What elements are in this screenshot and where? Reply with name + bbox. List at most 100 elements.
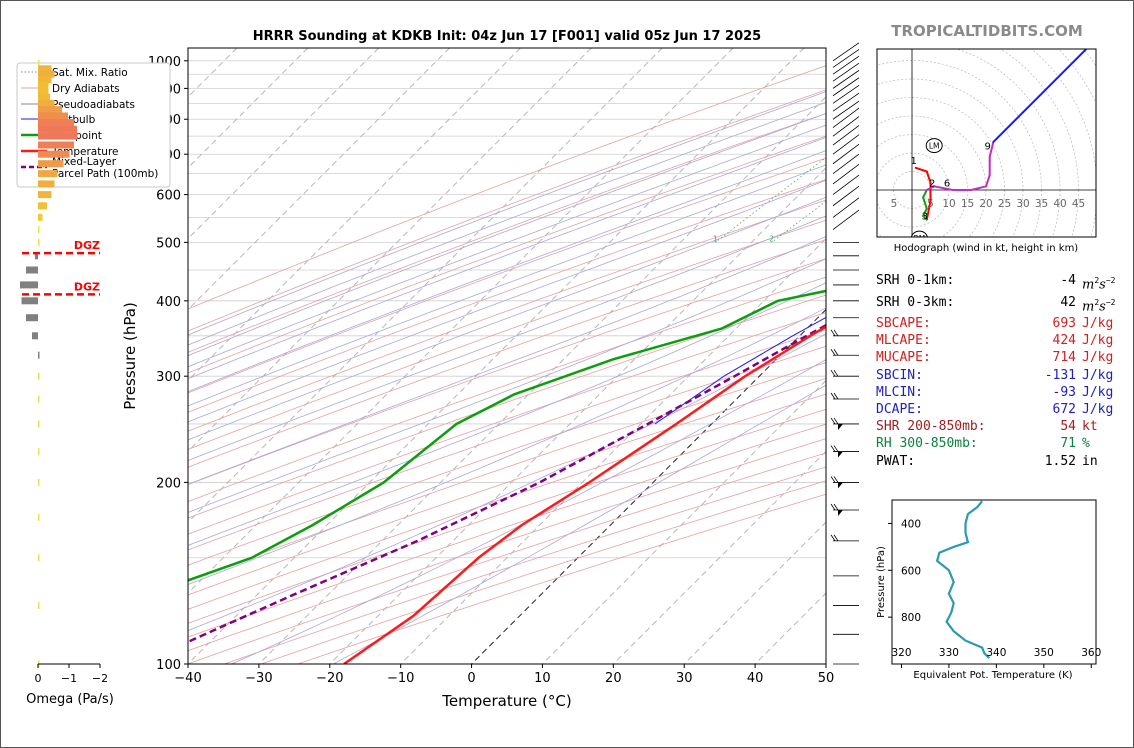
isotherm <box>188 48 805 664</box>
dry-adiabat <box>188 239 826 468</box>
x-tick-label: 20 <box>605 671 622 686</box>
parameter-row: MUCAPE: 714 J/kg <box>876 349 1126 366</box>
hodograph-segment <box>914 166 928 173</box>
watermark: TROPICALTIDBITS.COM <box>891 22 1083 40</box>
skew-t-axes: −40 −30 −20 −10 0 10 20 30 40 50 100 200 300 400 500 60… <box>148 55 834 686</box>
omega-bar <box>38 112 68 120</box>
wind-barb <box>832 70 860 89</box>
wind-barbs <box>830 42 860 665</box>
omega-bar <box>38 106 62 114</box>
wind-barb-flag <box>830 329 836 337</box>
temperature-line <box>343 325 826 664</box>
sounding-parameters: SRH 0-1km: -4 m2s−2 SRH 0-3km: 42 m2s−2 SBCAPE… <box>876 272 1126 470</box>
omega-bar <box>20 281 38 289</box>
dry-adiabat <box>188 312 826 535</box>
parameter-unit: % <box>1082 436 1090 452</box>
wind-barb <box>832 143 860 165</box>
hodograph-label: Hodograph (wind in kt, height in km) <box>894 243 1079 254</box>
wind-barb <box>832 85 860 104</box>
wind-barb-staff <box>832 62 860 82</box>
parameter-unit: m2s−2 <box>1082 297 1116 314</box>
wind-barb <box>830 445 859 458</box>
isotherm <box>542 379 826 664</box>
wind-barb <box>832 62 860 82</box>
y-tick-label: 200 <box>156 476 181 491</box>
wind-barb-staff <box>832 77 860 97</box>
isotherm <box>258 96 826 664</box>
parameter-value: 424 <box>1052 333 1076 349</box>
parameter-value: 672 <box>1052 402 1076 418</box>
wind-barb <box>830 417 859 430</box>
parameter-unit: J/kg <box>1082 367 1114 383</box>
parameter-unit: J/kg <box>1082 384 1114 400</box>
pseudoadiabat <box>188 124 826 368</box>
parameter-value: -131 <box>1044 367 1076 383</box>
omega-panel: 0 −1 −2 Omega (Pa/s) DGZ DGZ <box>20 59 114 707</box>
wind-barb-flag <box>833 445 839 452</box>
pseudoadiabat <box>188 113 826 357</box>
dry-adiabat <box>188 199 826 432</box>
parameter-value: 693 <box>1052 316 1076 332</box>
isotherm <box>188 48 734 594</box>
dry-adiabat <box>188 157 826 394</box>
omega-tick-label: −1 <box>61 672 77 685</box>
wind-barb-staff <box>832 42 860 62</box>
dgz-label: DGZ <box>74 239 100 252</box>
parameter-value: 71 <box>1060 436 1076 452</box>
wind-barb-staff <box>832 49 860 68</box>
wind-barb <box>830 329 859 337</box>
chart-title: HRRR Sounding at KDKB Init: 04z Jun 17 [… <box>253 29 761 44</box>
parameter-row: SHR 200-850mb: 54 kt <box>876 418 1126 435</box>
wind-barb-pennant <box>838 423 843 430</box>
wind-barb <box>832 49 860 68</box>
hodograph-segment <box>1059 49 1087 77</box>
wind-barb-staff <box>832 85 860 104</box>
y-tick-label: 500 <box>156 236 181 251</box>
wind-barb <box>832 185 860 207</box>
parameter-row: MLCAPE: 424 J/kg <box>876 332 1126 349</box>
wind-barb-pennant <box>838 482 843 489</box>
omega-bar <box>38 132 77 140</box>
mixing-ratio-line <box>869 48 1134 242</box>
parameter-label: MLCIN: <box>876 384 923 400</box>
wind-barb-flag <box>833 417 839 425</box>
mixing-ratio-line <box>990 48 1134 242</box>
wind-barb <box>832 100 860 120</box>
skew-t-profiles: 6772F <box>188 289 826 664</box>
mixing-ratio-line <box>966 48 1134 242</box>
parameter-unit: J/kg <box>1082 333 1114 349</box>
y-tick-label: 100 <box>156 658 181 673</box>
parameter-unit: in <box>1082 453 1098 469</box>
theta-e-xlabel: Equivalent Pot. Temperature (K) <box>913 670 1072 681</box>
wind-barb <box>832 107 860 128</box>
wind-barb-flag <box>833 329 839 337</box>
hodograph-height-label: 3 <box>922 212 928 223</box>
wind-barb-staff <box>832 153 860 174</box>
wind-barb <box>832 134 860 155</box>
wind-barb-pennant <box>838 510 843 517</box>
omega-tick-label: −2 <box>92 672 108 685</box>
dry-adiabat <box>188 113 826 353</box>
hodograph-ring-label: 15 <box>961 198 974 210</box>
hodograph-ring-label: 25 <box>998 198 1011 210</box>
mixing-ratio-label: 1 <box>713 234 718 243</box>
dry-adiabat <box>188 294 826 519</box>
theta-e-x-tick-label: 360 <box>1081 647 1101 659</box>
wind-barb-staff <box>832 92 860 112</box>
parameter-unit: J/kg <box>1082 402 1114 418</box>
parameter-label: SRH 0-1km: <box>876 273 955 288</box>
dry-adiabat <box>188 179 826 413</box>
wind-barb-flag <box>830 534 836 542</box>
omega-bar <box>38 372 40 380</box>
wind-barb <box>830 349 859 356</box>
wind-barb <box>832 153 860 174</box>
hodograph-ring-label: 5 <box>891 198 898 210</box>
hodograph-segment <box>988 140 995 158</box>
wind-barb <box>832 197 860 218</box>
wind-barb-flag <box>833 476 839 483</box>
omega-bar <box>38 420 40 428</box>
pseudoadiabat <box>188 91 826 336</box>
wind-barb-flag <box>833 503 839 511</box>
omega-bar <box>38 202 47 210</box>
wind-barb-staff <box>832 134 860 155</box>
